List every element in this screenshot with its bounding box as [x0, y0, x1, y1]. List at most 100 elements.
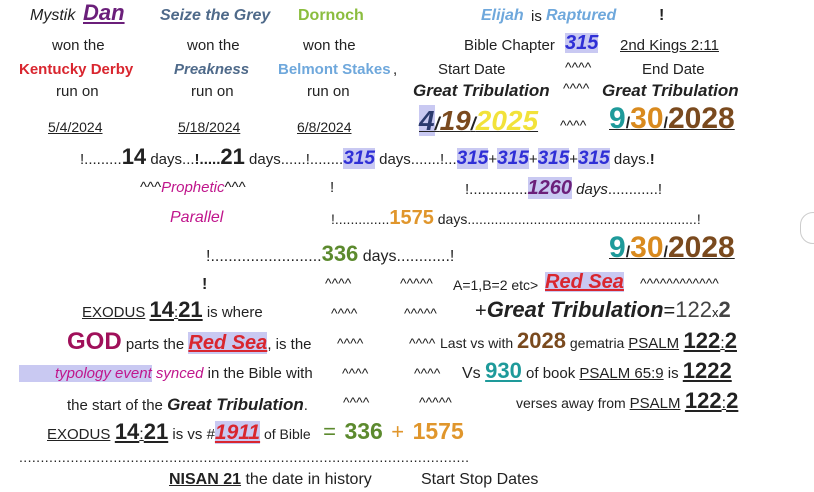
bang-row7: ! [330, 179, 335, 196]
start-day: 19 [439, 105, 471, 136]
dots-336-end: ............! [396, 248, 455, 265]
dots-c: !........ [305, 151, 344, 168]
n1222: 1222 [682, 358, 732, 383]
last-vs: Last vs with [440, 335, 518, 351]
carets-row14-a: ^^^^ [343, 394, 370, 410]
start-month: 4 [419, 105, 435, 136]
dots-1260: !.............. [465, 181, 528, 198]
scroll-handle[interactable] [800, 212, 814, 244]
gematria-label: gematria [565, 335, 629, 351]
run-on-3: run on [307, 83, 350, 100]
end-month: 9 [609, 102, 626, 135]
exodus-colon-b: : [139, 426, 144, 443]
run-on-1: run on [56, 83, 99, 100]
days-1260: days [572, 181, 608, 198]
bang-mark: ! [659, 7, 665, 24]
dotted-separator: ........................................… [19, 449, 470, 465]
dots-d: !... [439, 151, 457, 168]
great-tribulation-start: Great Tribulation [413, 81, 550, 100]
days-3: days....... [374, 151, 440, 168]
kings-reference: 2nd Kings 2:11 [620, 37, 719, 54]
carets-row13-b: ^^^^ [414, 365, 441, 381]
start-stop-dates: Start Stop Dates [421, 471, 539, 488]
parts-the: parts the [121, 336, 189, 353]
dots-336: !......................... [206, 248, 322, 265]
date-belmont: 6/8/2024 [297, 119, 352, 135]
start-sep-2: / [470, 114, 476, 134]
exodus-21-b: 21 [143, 419, 169, 444]
psalm-label-2: PSALM [629, 395, 681, 412]
red-sea-2: Red Sea [188, 332, 268, 354]
nisan-line: NISAN 21 the date in history [169, 472, 372, 488]
start-sep-1: / [434, 114, 440, 134]
god-line: GOD parts the Red Sea, is the [67, 330, 312, 354]
carets-row14-b: ^^^^^ [419, 394, 452, 410]
days-line-1: !.........14 days...!.....21 days......!… [80, 144, 655, 169]
sum-315-3: 315 [537, 148, 570, 169]
vs-label: Vs [462, 365, 486, 382]
days-2: days...... [244, 151, 306, 168]
carets-row10-c: ^^^^^^^^^^^^ [640, 275, 719, 291]
prophetic-label: Prophetic [161, 179, 225, 196]
n122-eq: 122 [675, 297, 712, 322]
days-1260-line: !..............1260 days............! [465, 177, 663, 199]
dots-b: !..... [194, 151, 221, 168]
gt-label-eq: Great Tribulation [486, 297, 664, 322]
dots-1260-end: ............! [607, 181, 663, 198]
exodus-line-2: EXODUS 14:21 is vs #1911 of Bible = 336 … [47, 418, 464, 444]
end-day-2: 30 [630, 231, 664, 264]
n14: 14 [121, 144, 147, 169]
plus-final: + [391, 419, 405, 444]
equals-336: = [323, 419, 336, 444]
in-the-bible: in the Bible with [203, 365, 313, 382]
of-book: of book [521, 365, 580, 382]
days-336-line: !.........................336 days......… [206, 243, 454, 265]
carets-row10-b: ^^^^^ [400, 275, 433, 291]
exodus-label-1: EXODUS [82, 304, 146, 321]
start-of-the: the start of the [67, 397, 168, 414]
elijah-label: Elijah [481, 7, 524, 24]
exodus-label-2: EXODUS [47, 426, 111, 443]
god-label: GOD [67, 328, 122, 355]
n2028-gematria: 2028 [517, 328, 566, 353]
won-the-1: won the [52, 37, 105, 54]
n1911: 1911 [214, 421, 261, 444]
end-year: 2028 [667, 102, 735, 135]
typology-line: typology event synced in the Bible with [19, 365, 313, 382]
dots-1575-end: ........................................… [467, 211, 701, 227]
of-bible: of Bible [260, 426, 311, 442]
n336-final: 336 [344, 418, 383, 444]
red-sea-1: Red Sea [545, 271, 624, 293]
end-sep-4: / [663, 244, 668, 261]
dots-1575: !.............. [331, 211, 390, 227]
dan-label: Dan [83, 0, 125, 25]
end-date-label: End Date [642, 61, 705, 78]
psalm-label-1: PSALM [628, 335, 680, 352]
sum-315-2: 315 [497, 148, 529, 169]
times-x: x [711, 305, 719, 320]
n2-eq: 2 [718, 297, 731, 322]
n1575: 1575 [389, 207, 434, 229]
synced-label: synced [151, 365, 204, 382]
seize-the-grey-label: Seize the Grey [160, 7, 271, 24]
period: . [303, 397, 308, 414]
vs930-line: Vs 930 of book PSALM 65:9 is 1222 [462, 360, 732, 382]
gt-label-3: Great Tribulation [167, 395, 304, 414]
psalm-colon-b: : [721, 395, 727, 412]
psalm-65-9: PSALM 65:9 [579, 365, 664, 382]
days-336: days [358, 248, 397, 265]
carets-row12-a: ^^^^ [337, 335, 364, 351]
date-preakness: 5/18/2024 [178, 119, 241, 135]
run-on-2: run on [191, 83, 234, 100]
end-day: 30 [630, 102, 664, 135]
preakness-label: Preakness [174, 61, 250, 78]
alphabet-note: A=1,B=2 etc> [453, 277, 539, 293]
start-of-gt-line: the start of the Great Tribulation. [67, 396, 308, 414]
exodus-14-b: 14 [114, 419, 140, 444]
psalm-colon-a: : [720, 335, 725, 352]
carets-left: ^^^ [140, 179, 162, 196]
end-month-2: 9 [609, 231, 626, 264]
nisan-21: NISAN 21 [169, 471, 242, 488]
parallel-label: Parallel [170, 209, 224, 226]
verses-away-line: verses away from PSALM 122:2 [516, 390, 738, 412]
